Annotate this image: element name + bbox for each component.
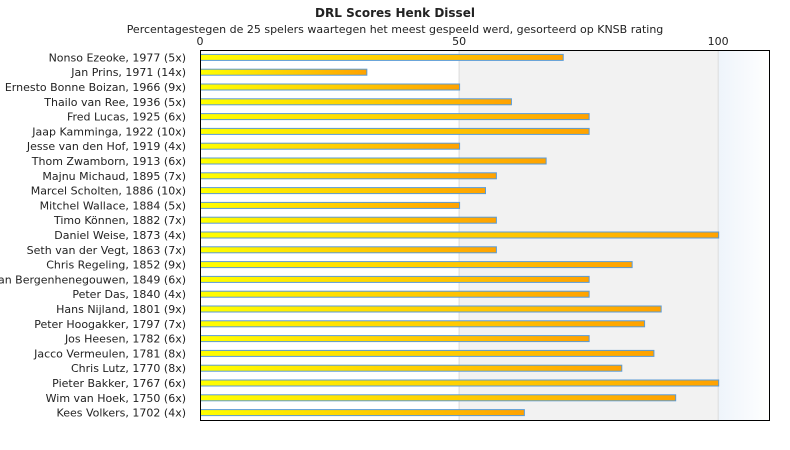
category-label: van Bergenhenegouwen, 1849 (6x) [0,273,186,286]
category-label: Chris Lutz, 1770 (8x) [71,362,186,375]
x-tick-label: 100 [708,35,729,48]
bar [200,364,623,372]
bar [200,142,461,150]
category-label: Pieter Bakker, 1767 (6x) [52,377,186,390]
category-label: Majnu Michaud, 1895 (7x) [42,170,186,183]
category-label: Mitchel Wallace, 1884 (5x) [40,199,186,212]
bar [200,172,497,180]
bar [200,320,646,328]
bar [200,231,720,239]
chart-title: DRL Scores Henk Dissel [315,6,475,20]
bar [200,290,590,298]
bar [200,394,677,402]
bar [200,261,633,269]
category-label: Kees Volkers, 1702 (4x) [57,407,186,420]
bar [200,349,655,357]
bar [200,409,525,417]
bar [200,201,461,209]
bar [200,98,512,106]
x-tick-label: 50 [452,35,466,48]
bar [200,83,461,91]
category-label: Hans Nijland, 1801 (9x) [56,303,186,316]
category-label: Jaap Kamminga, 1922 (10x) [31,125,186,138]
bar [200,305,662,313]
bar [200,246,497,254]
category-label: Fred Lucas, 1925 (6x) [67,111,186,124]
category-label: Nonso Ezeoke, 1977 (5x) [49,51,186,64]
bar [200,379,720,387]
bar [200,216,497,224]
category-label: Chris Regeling, 1852 (9x) [46,259,186,272]
category-label: Jesse van den Hof, 1919 (4x) [26,140,186,153]
category-label: Peter Das, 1840 (4x) [72,288,186,301]
category-label: Thom Zwamborn, 1913 (6x) [31,155,186,168]
category-label: Marcel Scholten, 1886 (10x) [31,185,186,198]
chart-subtitle: Percentagestegen de 25 spelers waartegen… [127,23,664,36]
bar [200,187,486,195]
category-label: Timo Können, 1882 (7x) [53,214,186,227]
bar [200,127,590,135]
bar [200,53,564,61]
category-label: Thailo van Ree, 1936 (5x) [43,96,186,109]
plot-frame [200,50,770,421]
bar [200,335,590,343]
category-label: Ernesto Bonne Boizan, 1966 (9x) [5,81,186,94]
category-label: Seth van der Vegt, 1863 (7x) [27,244,186,257]
bar [200,275,590,283]
category-label: Jos Heesen, 1782 (6x) [64,333,186,346]
category-label: Jacco Vermeulen, 1781 (8x) [33,347,186,360]
band-100-110 [718,50,770,420]
bar [200,113,590,121]
x-tick-label: 0 [197,35,204,48]
category-label: Peter Hoogakker, 1797 (7x) [34,318,186,331]
category-label: Jan Prins, 1971 (14x) [70,66,186,79]
category-label: Wim van Hoek, 1750 (6x) [46,392,186,405]
bar [200,68,368,76]
bar [200,157,547,165]
category-label: Daniel Weise, 1873 (4x) [54,229,186,242]
